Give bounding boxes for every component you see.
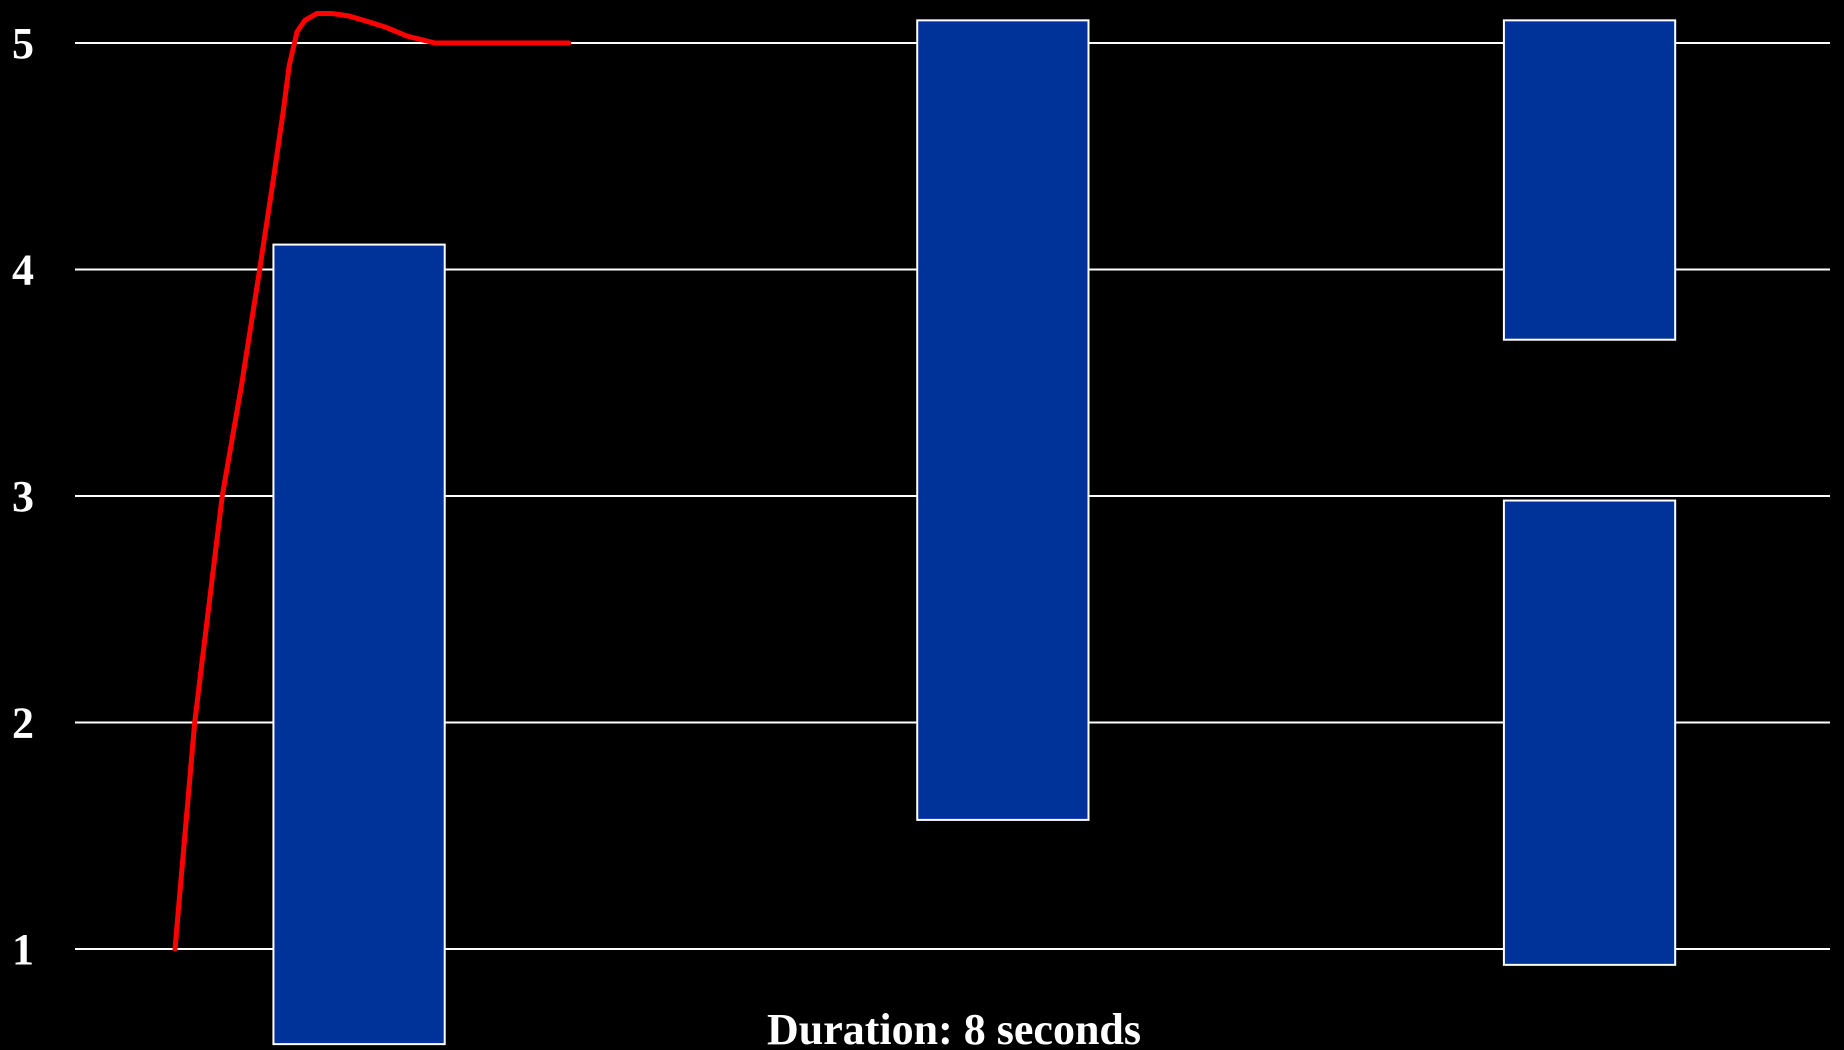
bar-3-upper	[1502, 19, 1677, 341]
bars	[272, 19, 1677, 1046]
y-tick-label-5: 5	[12, 19, 34, 68]
y-tick-label-3: 3	[12, 472, 34, 521]
curves	[172, 11, 572, 952]
y-tick-label-2: 2	[12, 699, 34, 748]
series-line-1	[172, 11, 572, 952]
y-tick-labels: 1 2 3 4 5	[12, 19, 34, 974]
bar-3-lower	[1502, 499, 1677, 966]
duration-caption: Duration: 8 seconds	[767, 1005, 1141, 1050]
y-tick-label-1: 1	[12, 925, 34, 974]
bar-1	[272, 243, 446, 1046]
bar-2	[916, 19, 1090, 821]
y-tick-label-4: 4	[12, 246, 34, 295]
